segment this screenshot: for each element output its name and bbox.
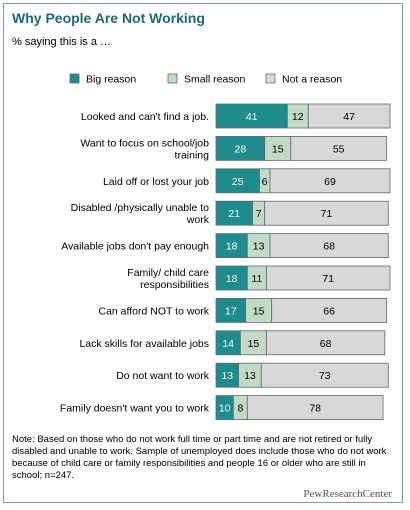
bar-segment-big [215, 200, 253, 226]
legend-label-2: Not a reason [282, 74, 342, 86]
bar-segment-big [215, 103, 288, 129]
data-label: 18 [226, 273, 238, 285]
chart-subtitle: % saying this is a … [12, 36, 112, 48]
category-label: Family doesn't want you to work [60, 403, 210, 415]
bar-segment-small [245, 297, 273, 323]
data-label: 10 [219, 403, 231, 415]
category-label: Laid off or lost your job [103, 176, 209, 188]
category-label: Can afford NOT to work [99, 305, 210, 317]
chart-title: Why People Are Not Working [12, 10, 205, 26]
category-label: Want to focus on school/job training [80, 137, 209, 161]
data-label: 41 [246, 111, 258, 123]
data-label: 13 [244, 370, 256, 382]
data-label: 17 [225, 305, 237, 317]
data-label: 13 [253, 241, 265, 253]
data-label: 11 [251, 273, 262, 285]
bar-segment-small [239, 330, 267, 356]
data-label: 21 [228, 208, 240, 220]
data-label: 68 [320, 338, 332, 350]
data-label: 55 [333, 143, 345, 155]
bar-segment-not [290, 135, 387, 161]
data-label: 15 [253, 305, 265, 317]
data-label: 6 [262, 176, 268, 188]
category-label: Family/ child care responsibilities [127, 267, 209, 291]
data-label: 13 [221, 370, 233, 382]
data-label: 18 [226, 241, 238, 253]
bar-segment-not [271, 297, 387, 323]
bar-segment-not [266, 265, 391, 291]
bar-segment-not [269, 233, 389, 259]
data-label: 73 [319, 370, 331, 382]
category-label: Lack skills for available jobs [79, 338, 209, 350]
bar-segment-not [266, 330, 386, 356]
category-label: Looked and can't find a job. [81, 111, 209, 123]
data-label: 28 [235, 143, 247, 155]
data-label: 47 [343, 111, 355, 123]
data-label: 71 [322, 273, 334, 285]
bar-segment-not [307, 103, 391, 129]
stacked-bar-chart: Big reason Small reason Not a reason Looked… [60, 73, 391, 421]
data-label: 66 [323, 305, 335, 317]
legend-swatch-0 [69, 73, 80, 84]
data-label: 71 [321, 208, 333, 220]
bar-segment-big [215, 265, 248, 291]
legend-swatch-2 [265, 73, 276, 84]
data-label: 69 [324, 176, 336, 188]
data-label: 8 [237, 403, 243, 415]
data-label: 14 [222, 338, 234, 350]
category-label: Do not want to work [116, 370, 210, 382]
legend-swatch-1 [167, 73, 178, 84]
data-label: 25 [232, 176, 244, 188]
bar-segment-big [215, 168, 260, 194]
data-label: 68 [323, 241, 335, 253]
legend-label-1: Small reason [184, 74, 245, 86]
bar-segment-big [215, 135, 266, 161]
bar-segment-not [260, 362, 389, 388]
bar-segment-not [269, 168, 391, 194]
bar-segment-not [264, 200, 389, 226]
chart-frame: Why People Are Not Working % saying this… [3, 3, 403, 503]
data-label: 78 [309, 403, 321, 415]
bar-segment-not [246, 395, 384, 421]
category-label: Available jobs don't pay enough [61, 241, 209, 253]
footnote: Note: Based on those who do not work ful… [12, 434, 387, 481]
legend-label-0: Big reason [86, 74, 136, 86]
data-label: 12 [292, 111, 304, 123]
source-credit: PewResearchCenter [303, 488, 392, 500]
data-label: 7 [256, 208, 262, 220]
data-label: 15 [248, 338, 260, 350]
category-label: Disabled /physically unable to work [71, 202, 210, 226]
data-label: 15 [272, 143, 284, 155]
